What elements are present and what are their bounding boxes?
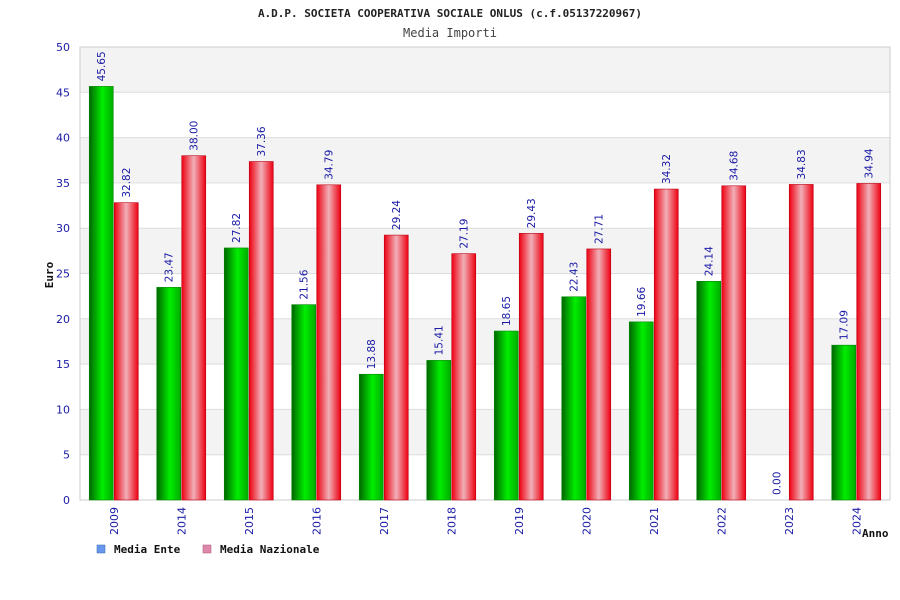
- y-tick-label: 50: [56, 41, 70, 54]
- grid-band: [80, 273, 890, 319]
- legend-item-media-nazionale: Media Nazionale: [202, 543, 320, 556]
- bar-media-nazionale-2014: [181, 155, 207, 501]
- value-label-media-ente-2017: 13.88: [366, 339, 378, 369]
- y-axis: 0 5 10 15 20 25 30 35 40 45 50: [56, 41, 70, 507]
- bar-media-ente-2020: [561, 296, 587, 501]
- x-tick-label-2022: 2022: [715, 507, 728, 535]
- y-tick-label: 15: [56, 358, 70, 371]
- value-label-media-ente-2020: 22.43: [569, 262, 581, 292]
- legend-item-media-ente: Media Ente: [96, 543, 181, 556]
- y-tick-label: 5: [63, 449, 70, 462]
- plot-background: [79, 46, 891, 501]
- value-label-media-ente-2021: 19.66: [636, 287, 648, 317]
- bar-media-nazionale-2024: [856, 183, 882, 501]
- y-tick-label: 45: [56, 86, 70, 99]
- bar-media-nazionale-2016: [316, 184, 342, 501]
- x-axis: 2009 2014 2015 2016 2017 2018 2019 2020 2021 2022…: [108, 507, 864, 535]
- value-label-media-nazionale-2020: 27.71: [594, 214, 606, 244]
- bars-layer: [88, 86, 882, 501]
- value-label-media-ente-2023: 0.00: [771, 472, 783, 495]
- value-labels-layer: 45.65 32.82 23.47 38.00 27.82 37.36 21.56 34.79…: [96, 51, 876, 495]
- y-tick-label: 30: [56, 222, 70, 235]
- y-tick-label: 35: [56, 177, 70, 190]
- grid-band: [80, 454, 890, 500]
- x-tick-label-2020: 2020: [580, 507, 593, 535]
- legend-label-media-nazionale: Media Nazionale: [220, 543, 320, 556]
- x-tick-label-2017: 2017: [378, 507, 391, 535]
- legend-label-media-ente: Media Ente: [114, 543, 181, 556]
- y-tick-label: 0: [63, 494, 70, 507]
- value-label-media-nazionale-2017: 29.24: [391, 200, 403, 230]
- bar-media-ente-2016: [291, 304, 317, 501]
- value-label-media-ente-2015: 27.82: [231, 213, 243, 243]
- x-tick-label-2014: 2014: [175, 507, 188, 535]
- x-axis-label: Anno: [862, 527, 889, 540]
- legend-swatch-media-nazionale: [202, 544, 212, 554]
- value-label-media-ente-2018: 15.41: [434, 325, 446, 355]
- grid-band: [80, 228, 890, 274]
- value-label-media-nazionale-2014: 38.00: [189, 121, 201, 151]
- y-tick-label: 40: [56, 132, 70, 145]
- value-label-media-nazionale-2009: 32.82: [121, 168, 133, 198]
- value-label-media-ente-2024: 17.09: [839, 310, 851, 340]
- bar-media-ente-2014: [156, 287, 182, 501]
- chart-subtitle: Media Importi: [403, 26, 497, 40]
- value-label-media-nazionale-2016: 34.79: [324, 150, 336, 180]
- value-label-media-nazionale-2021: 34.32: [661, 154, 673, 184]
- value-label-media-nazionale-2022: 34.68: [729, 151, 741, 181]
- x-tick-label-2023: 2023: [783, 507, 796, 535]
- bar-media-ente-2019: [493, 330, 519, 501]
- value-label-media-nazionale-2015: 37.36: [256, 126, 268, 156]
- x-tick-label-2024: 2024: [850, 507, 863, 535]
- grid-band: [80, 318, 890, 365]
- x-tick-label-2021: 2021: [648, 507, 661, 535]
- value-label-media-ente-2009: 45.65: [96, 51, 108, 81]
- bar-media-ente-2015: [223, 247, 249, 501]
- y-tick-label: 10: [56, 403, 70, 416]
- bar-media-ente-2024: [831, 344, 857, 501]
- grid-band: [80, 92, 890, 138]
- y-tick-label: 20: [56, 313, 70, 326]
- value-label-media-ente-2019: 18.65: [501, 296, 513, 326]
- grid-band: [80, 364, 890, 410]
- bar-media-ente-2022: [696, 280, 722, 501]
- plot-frame: [79, 46, 891, 501]
- legend: Media Ente Media Nazionale: [96, 543, 320, 556]
- y-axis-label: Euro: [43, 261, 56, 288]
- grid-band: [80, 182, 890, 229]
- bar-media-nazionale-2017: [383, 234, 409, 501]
- value-label-media-ente-2016: 21.56: [299, 269, 311, 299]
- y-tick-label: 25: [56, 268, 70, 281]
- value-label-media-ente-2022: 24.14: [704, 246, 716, 276]
- x-tick-label-2009: 2009: [108, 507, 121, 535]
- bar-media-nazionale-2022: [721, 185, 747, 501]
- bar-media-nazionale-2009: [113, 202, 139, 501]
- value-label-media-nazionale-2018: 27.19: [459, 219, 471, 249]
- bar-media-nazionale-2018: [451, 253, 477, 501]
- value-label-media-nazionale-2019: 29.43: [526, 198, 538, 228]
- chart-title: A.D.P. SOCIETA COOPERATIVA SOCIALE ONLUS…: [258, 7, 642, 20]
- value-label-media-nazionale-2024: 34.94: [864, 148, 876, 178]
- bar-media-ente-2017: [358, 373, 384, 501]
- bar-media-ente-2021: [628, 321, 654, 501]
- x-tick-label-2015: 2015: [243, 507, 256, 535]
- bar-media-nazionale-2021: [653, 188, 679, 501]
- value-label-media-nazionale-2023: 34.83: [796, 149, 808, 179]
- legend-swatch-media-ente: [96, 544, 106, 554]
- x-tick-label-2016: 2016: [310, 507, 323, 535]
- value-label-media-ente-2014: 23.47: [164, 252, 176, 282]
- x-tick-label-2019: 2019: [513, 507, 526, 535]
- x-tick-label-2018: 2018: [445, 507, 458, 535]
- grid-band: [80, 137, 890, 183]
- bar-media-ente-2009: [88, 86, 114, 501]
- bar-media-ente-2018: [426, 360, 452, 501]
- bar-media-nazionale-2020: [586, 248, 612, 501]
- grid-band: [80, 47, 890, 93]
- bar-media-nazionale-2019: [518, 233, 544, 501]
- grid-band: [80, 409, 890, 455]
- bar-media-nazionale-2023: [788, 184, 814, 501]
- bar-media-nazionale-2015: [248, 161, 274, 501]
